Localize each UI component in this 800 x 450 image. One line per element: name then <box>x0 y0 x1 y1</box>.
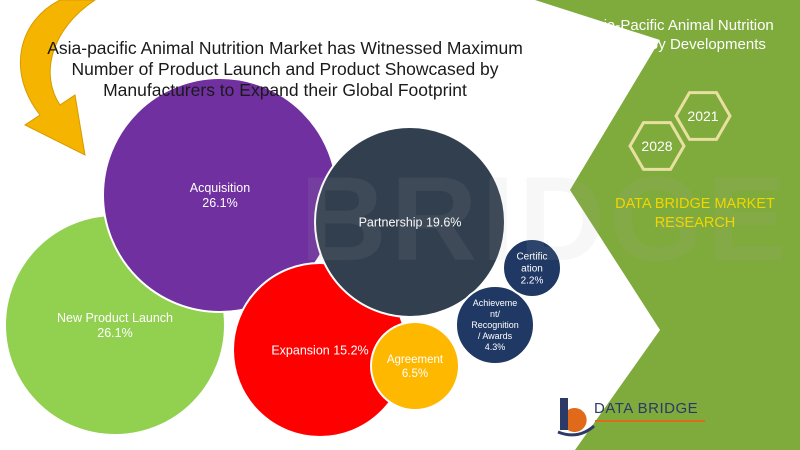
bubble-label: 26.1% <box>202 196 237 210</box>
bubble-label: Certific <box>516 252 547 263</box>
year-hexagon-2028: 2028 <box>628 121 686 171</box>
year-label: 2028 <box>641 138 672 154</box>
brand-name: DATA BRIDGE MARKET RESEARCH <box>615 196 775 231</box>
logo-text: DATA BRIDGE <box>594 400 699 417</box>
bubble-label: nt/ <box>490 309 501 319</box>
year-label: 2021 <box>687 108 718 124</box>
bubble-label: / Awards <box>478 331 513 341</box>
bubble-label: Agreement <box>387 354 444 366</box>
bubble-circle <box>314 126 506 318</box>
side-panel-title: Asia-Pacific Animal Nutrition Market, By… <box>586 17 774 53</box>
bubble-circle <box>370 321 460 411</box>
bubble-label: Achieveme <box>473 298 518 308</box>
bubble-label: Partnership 19.6% <box>359 215 462 229</box>
bubble-circle <box>502 238 562 298</box>
bubble-label: Recognition <box>471 320 519 330</box>
hexagon-outline <box>628 121 686 171</box>
bubble-label: 6.5% <box>402 368 428 380</box>
bubble-circle <box>455 285 535 365</box>
watermark: BRIDGE <box>300 152 791 286</box>
bubble-partnership: Partnership 19.6% <box>314 126 506 318</box>
bubble-label: New Product Launch <box>57 311 173 325</box>
bubble-label: 2.2% <box>521 276 544 287</box>
side-panel-background <box>535 0 800 450</box>
bubble-label: ation <box>521 264 543 275</box>
data-bridge-logo-icon <box>557 398 595 437</box>
year-hexagon-2021: 2021 <box>674 91 732 141</box>
bubble-label: 26.1% <box>97 326 132 340</box>
bubble-label: Expansion 15.2% <box>271 343 368 357</box>
bubble-label: Acquisition <box>190 181 250 195</box>
hexagon-outline <box>674 91 732 141</box>
curved-arrow-icon <box>19 0 96 156</box>
bubble-agreement: Agreement 6.5% <box>370 321 460 411</box>
bubble-label: 4.3% <box>485 342 506 352</box>
chart-title: Asia-pacific Animal Nutrition Market has… <box>47 38 523 100</box>
logo-underline <box>595 420 705 422</box>
